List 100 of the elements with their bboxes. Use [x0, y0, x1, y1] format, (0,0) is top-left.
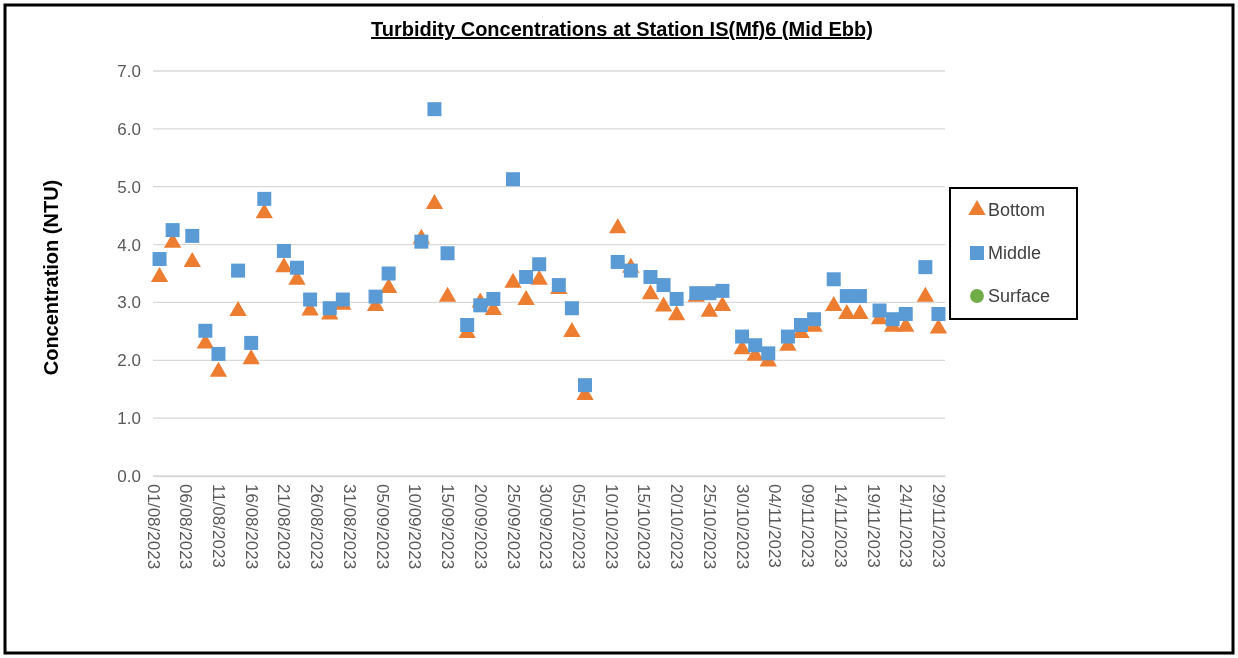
point: [564, 301, 579, 316]
x-tick-label: 14/11/2023: [830, 484, 850, 568]
point: [438, 286, 457, 302]
legend-label: Bottom: [988, 200, 1046, 221]
point: [748, 338, 763, 353]
x-tick-label: 10/10/2023: [601, 484, 621, 570]
y-tick-label: 7.0: [117, 61, 141, 81]
point: [242, 349, 260, 365]
y-tick-label: 3.0: [117, 293, 141, 313]
point: [838, 304, 856, 319]
x-tick-label: 30/10/2023: [732, 484, 752, 570]
point: [303, 292, 318, 307]
x-tick-label: 19/11/2023: [863, 484, 883, 568]
point: [609, 218, 627, 234]
point: [532, 257, 547, 272]
x-tick-label: 25/09/2023: [503, 484, 523, 570]
point: [209, 361, 228, 377]
point: [761, 346, 776, 361]
y-tick-label: 2.0: [117, 351, 141, 371]
x-tick-label: 05/10/2023: [569, 484, 588, 570]
x-tick-label: 11/08/2023: [209, 484, 228, 568]
point: [918, 260, 933, 275]
point: [656, 278, 671, 293]
point: [700, 301, 719, 317]
x-tick-label: 21/08/2023: [274, 484, 294, 570]
point: [519, 269, 534, 284]
point: [440, 246, 455, 261]
x-tick-label: 15/09/2023: [438, 484, 458, 570]
point: [244, 335, 259, 350]
x-tick-label: 16/08/2023: [241, 484, 261, 570]
point: [715, 283, 730, 298]
point: [460, 317, 475, 332]
point: [872, 303, 887, 318]
point: [427, 102, 442, 117]
y-tick-label: 4.0: [117, 235, 141, 255]
y-tick-label: 5.0: [117, 177, 141, 197]
point: [322, 301, 337, 316]
legend-label: Middle: [988, 243, 1042, 264]
point: [414, 234, 429, 249]
x-tick-label: 29/11/2023: [929, 484, 948, 568]
point: [826, 272, 841, 287]
point: [368, 289, 383, 304]
x-tick-label: 31/08/2023: [339, 484, 359, 570]
x-tick-label: 01/08/2023: [143, 484, 163, 570]
y-axis-title: Concentration (NTU): [40, 179, 62, 376]
point: [473, 298, 488, 313]
point: [198, 323, 213, 338]
point: [667, 305, 686, 321]
point: [255, 203, 273, 219]
x-tick-label: 26/08/2023: [307, 484, 327, 570]
point: [825, 295, 843, 311]
x-tick-label: 10/09/2023: [405, 484, 425, 570]
x-tick-label: 05/09/2023: [372, 484, 392, 570]
point: [735, 329, 750, 344]
point: [669, 291, 684, 306]
point: [381, 266, 396, 281]
point: [839, 289, 854, 304]
point: [530, 269, 548, 285]
y-tick-label: 0.0: [117, 466, 141, 486]
x-tick-label: 25/10/2023: [699, 484, 719, 570]
point: [211, 346, 226, 361]
point: [486, 291, 501, 306]
x-tick-label: 09/11/2023: [798, 484, 818, 568]
point: [504, 272, 522, 288]
x-tick-label: 20/10/2023: [667, 484, 687, 570]
point: [290, 260, 304, 275]
y-tick-label: 1.0: [117, 409, 141, 429]
point: [150, 266, 169, 282]
point: [229, 301, 247, 317]
point: [807, 312, 822, 327]
point: [623, 263, 638, 278]
point: [276, 243, 291, 258]
point: [780, 329, 795, 344]
point: [563, 321, 581, 337]
point: [851, 304, 869, 319]
point: [165, 223, 180, 238]
x-tick-label: 30/09/2023: [536, 484, 556, 570]
point: [641, 284, 660, 300]
point: [183, 251, 201, 267]
point: [931, 307, 946, 321]
x-tick-label: 06/08/2023: [176, 484, 196, 570]
point: [610, 254, 625, 269]
x-tick-label: 04/11/2023: [765, 484, 785, 568]
x-tick-label: 24/11/2023: [896, 484, 916, 568]
point: [654, 296, 673, 312]
y-tick-label: 6.0: [117, 119, 141, 139]
point: [185, 228, 200, 243]
legend-label: Surface: [988, 286, 1051, 307]
point: [885, 312, 900, 327]
point: [152, 252, 167, 267]
x-tick-label: 20/09/2023: [470, 484, 490, 570]
point: [713, 295, 732, 311]
x-tick-label: 15/10/2023: [634, 484, 654, 570]
point: [517, 290, 535, 306]
point: [643, 269, 658, 284]
point: [852, 289, 867, 304]
point: [702, 286, 717, 301]
point: [916, 286, 935, 302]
point: [257, 191, 272, 206]
chart-title: Turbidity Concentrations at Station IS(Mf)6 (Mid Ebb): [371, 18, 873, 40]
